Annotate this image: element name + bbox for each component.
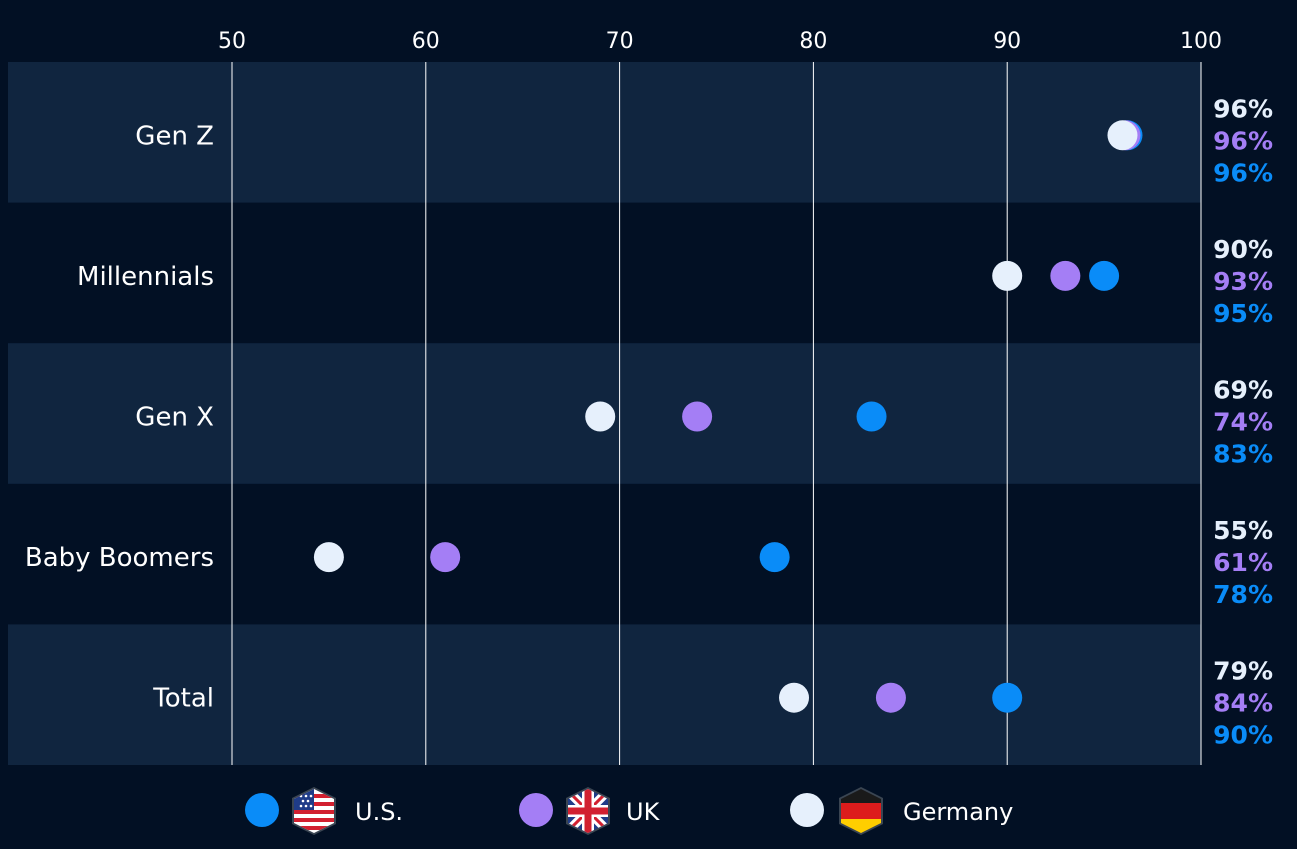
data-point — [1050, 260, 1081, 291]
value-label: 69% — [1213, 376, 1273, 405]
legend-dot-uk — [519, 793, 553, 827]
value-label: 96% — [1213, 94, 1273, 123]
category-label: Gen X — [135, 403, 214, 433]
data-point — [992, 682, 1023, 713]
x-tick-label: 60 — [412, 29, 440, 54]
value-label: 61% — [1213, 548, 1273, 577]
data-point — [585, 401, 616, 432]
x-tick-label: 90 — [993, 29, 1021, 54]
x-tick-label: 100 — [1180, 29, 1222, 54]
value-label: 90% — [1213, 235, 1273, 264]
legend-label-uk: UK — [626, 798, 660, 826]
value-label: 55% — [1213, 516, 1273, 545]
legend-dot-us — [245, 793, 279, 827]
data-point — [779, 682, 810, 713]
data-point — [759, 542, 790, 573]
value-labels: 96% 96% 96% 90% 93% 95% 69% 74% 83% 55% 61% 78% 79% 8… — [1213, 94, 1273, 749]
value-label: 95% — [1213, 299, 1273, 328]
data-point — [1107, 120, 1138, 151]
legend-dot-germany — [790, 793, 824, 827]
value-label: 74% — [1213, 408, 1273, 437]
gridlines — [231, 62, 1202, 765]
x-axis-ticks: 50 60 70 80 90 100 — [218, 29, 1222, 54]
data-point — [1089, 260, 1120, 291]
legend-label-us: U.S. — [355, 798, 404, 826]
x-tick-label: 70 — [606, 29, 634, 54]
value-label: 93% — [1213, 267, 1273, 296]
data-point — [682, 401, 713, 432]
uk-flag-icon — [566, 787, 610, 835]
x-tick-label: 50 — [218, 29, 246, 54]
data-point — [313, 542, 344, 573]
dot-plot-chart: 50 60 70 80 90 100 Gen Z Millennials Gen X Baby … — [8, 29, 1273, 765]
us-flag-icon — [292, 787, 336, 835]
category-label: Total — [152, 684, 214, 714]
value-label: 96% — [1213, 158, 1273, 187]
category-label: Gen Z — [135, 121, 214, 151]
value-label: 84% — [1213, 689, 1273, 718]
germany-flag-icon — [839, 787, 883, 835]
legend: U.S. UK — [0, 786, 1297, 836]
row-band — [8, 62, 1201, 203]
value-label: 96% — [1213, 126, 1273, 155]
value-label: 90% — [1213, 721, 1273, 750]
data-point — [430, 542, 461, 573]
value-label: 79% — [1213, 657, 1273, 686]
category-label: Baby Boomers — [25, 543, 214, 573]
category-labels: Gen Z Millennials Gen X Baby Boomers Total — [25, 121, 214, 713]
data-point — [856, 401, 887, 432]
value-label: 78% — [1213, 580, 1273, 609]
legend-label-germany: Germany — [903, 798, 1014, 826]
data-point — [992, 260, 1023, 291]
data-point — [875, 682, 906, 713]
data-points — [313, 120, 1143, 713]
x-tick-label: 80 — [799, 29, 827, 54]
category-label: Millennials — [77, 262, 214, 292]
value-label: 83% — [1213, 440, 1273, 469]
